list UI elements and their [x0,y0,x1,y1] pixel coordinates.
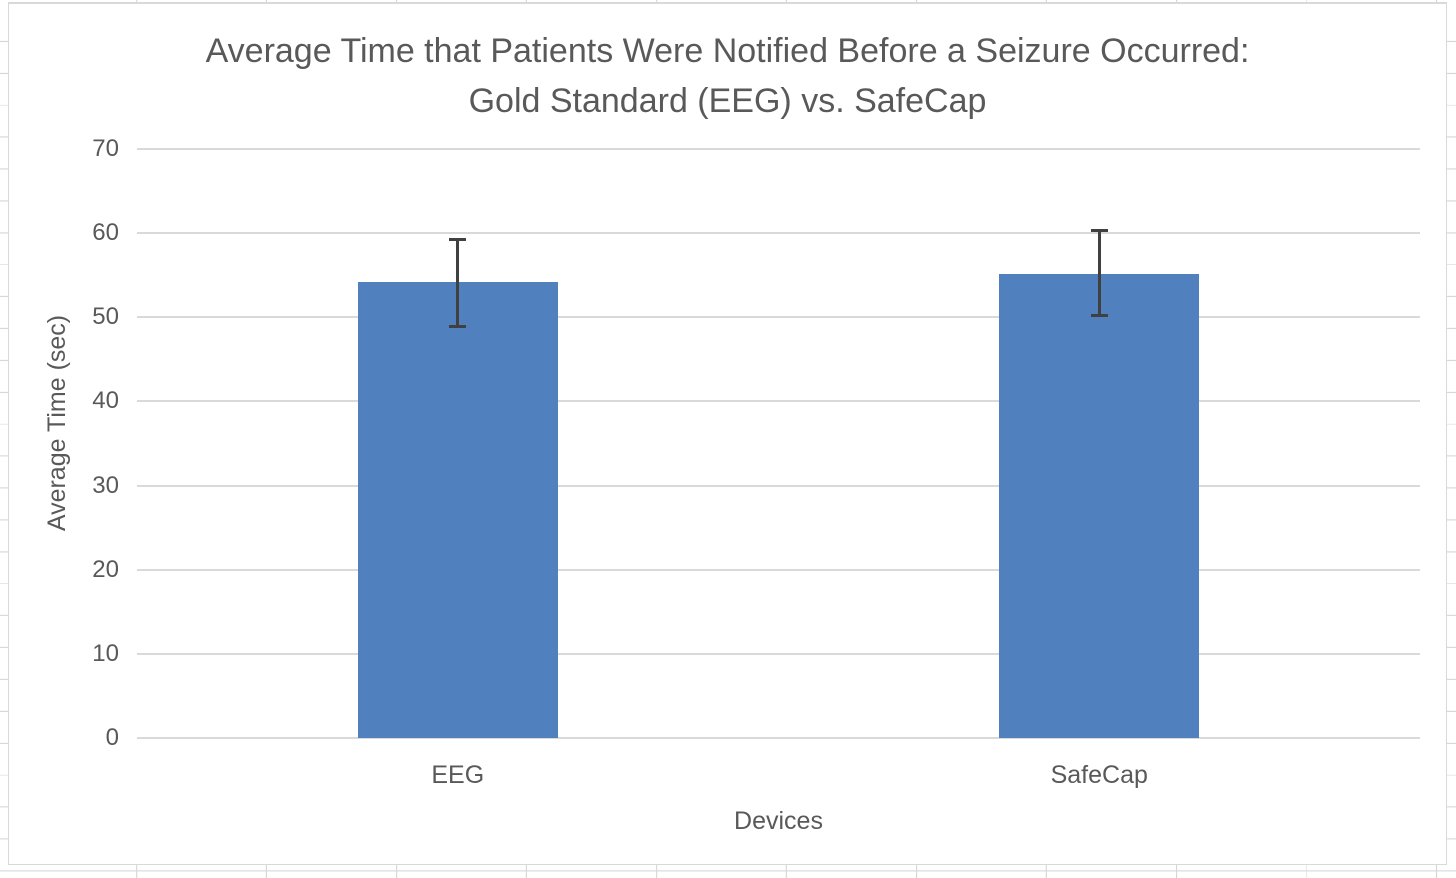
gridline-60 [137,232,1420,235]
y-tick-label-60: 60 [92,219,119,247]
chart-object[interactable]: Average Time that Patients Were Notified… [8,2,1447,865]
y-tick-label-0: 0 [105,724,119,751]
chart-title-line2: Gold Standard (EEG) vs. SafeCap [468,82,987,120]
error-bar-eeg-top-cap [449,238,467,242]
bar-eeg [357,281,558,738]
chart-title-line1: Average Time that Patients Were Notified… [205,32,1250,70]
y-tick-label-10: 10 [92,639,119,667]
y-tick-label-20: 20 [92,555,119,583]
error-bar-safecap-bottom-cap [1090,314,1108,318]
y-tick-label-40: 40 [92,387,119,415]
y-tick-label-70: 70 [92,135,119,162]
gridline-70 [137,148,1420,150]
category-label-safecap: SafeCap [1050,761,1148,789]
y-tick-label-50: 50 [92,303,119,331]
chart-title: Average Time that Patients Were Notified… [9,26,1446,126]
gridline-30 [137,484,1420,487]
bar-safecap [999,273,1200,738]
gridline-0 [137,737,1420,739]
gridline-20 [137,568,1420,571]
gridline-10 [137,652,1420,655]
category-label-eeg: EEG [431,761,485,789]
gridline-50 [137,316,1420,319]
error-bar-safecap [1097,229,1101,317]
gridline-40 [137,400,1420,403]
error-bar-safecap-top-cap [1090,228,1108,232]
y-tick-label-30: 30 [92,471,119,499]
error-bar-eeg [456,239,460,327]
x-axis-title: Devices [734,807,823,835]
error-bar-eeg-bottom-cap [449,324,467,328]
